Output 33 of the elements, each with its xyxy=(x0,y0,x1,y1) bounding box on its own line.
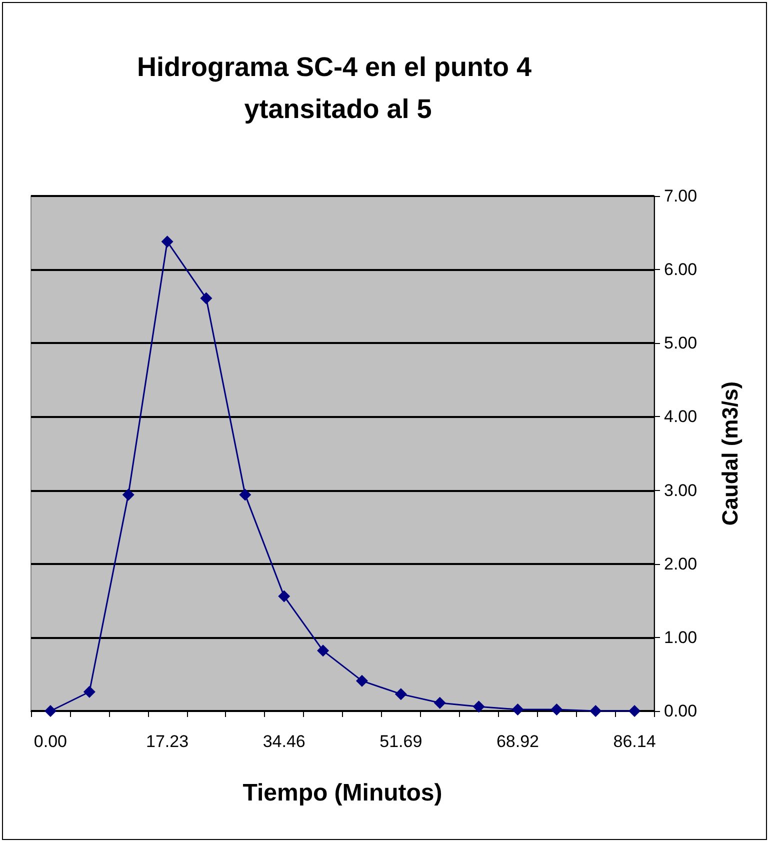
y-tick-label: 5.00 xyxy=(664,334,698,353)
x-axis-title: Tiempo (Minutos) xyxy=(242,780,442,806)
x-tick-label: 17.23 xyxy=(146,732,189,751)
point xyxy=(239,488,252,501)
y-tick-label: 7.00 xyxy=(664,186,698,206)
x-tick-label: 51.69 xyxy=(380,732,422,751)
y-tick-label: 2.00 xyxy=(664,554,698,574)
point xyxy=(356,674,368,687)
y-axis-title: Caudal (m3/s) xyxy=(718,381,742,526)
x-tick-label: 86.14 xyxy=(613,732,656,751)
point xyxy=(44,705,56,717)
y-tick-label: 6.00 xyxy=(664,260,698,280)
point xyxy=(122,488,134,501)
point xyxy=(628,705,641,717)
y-tick-label: 3.00 xyxy=(664,480,698,500)
point xyxy=(550,704,563,716)
point xyxy=(317,644,330,657)
y-tick-label: 0.00 xyxy=(664,702,698,720)
point xyxy=(590,705,602,717)
point xyxy=(161,236,174,248)
x-tick-label: 0.00 xyxy=(34,732,68,751)
point xyxy=(434,696,446,709)
point xyxy=(394,688,407,700)
chart-title: Hidrograma SC-4 en el punto 4 ytansitado al 5 xyxy=(136,52,540,124)
y-tick-label: 1.00 xyxy=(664,628,698,647)
y-tick-label: 4.00 xyxy=(664,407,698,426)
x-tick-label: 34.46 xyxy=(262,732,306,751)
point xyxy=(472,700,485,713)
x-tick-label: 68.92 xyxy=(496,732,539,751)
point xyxy=(200,292,212,304)
point xyxy=(83,686,96,698)
point xyxy=(512,704,524,716)
point xyxy=(278,590,290,602)
